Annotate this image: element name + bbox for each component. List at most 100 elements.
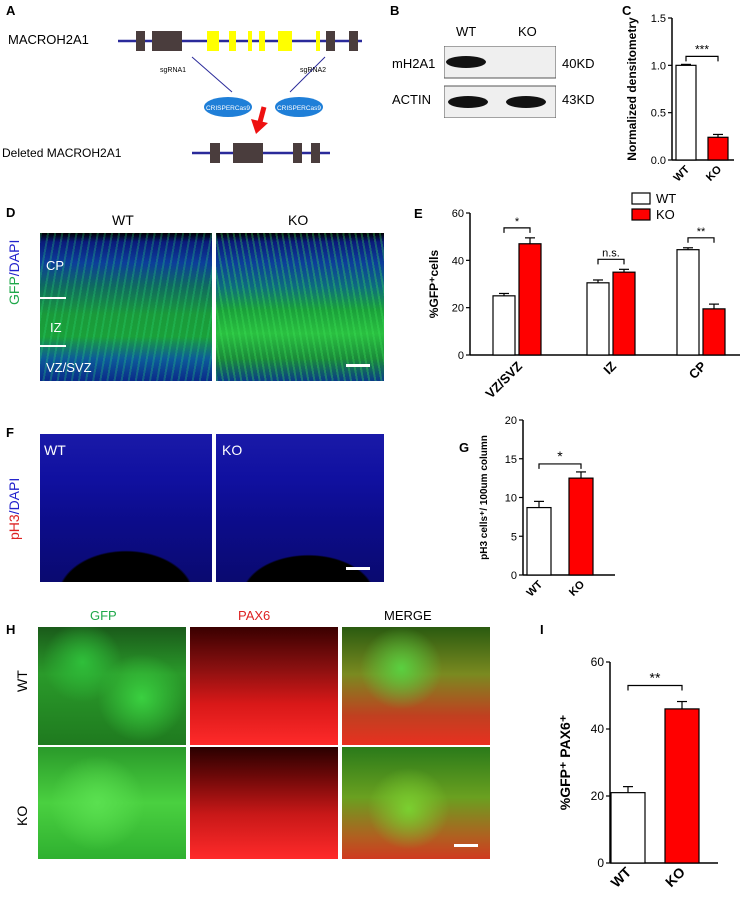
panel-g-letter: G [459, 440, 470, 455]
y-tick-label: 60 [452, 208, 464, 220]
deleted-gene-label: Deleted MACROH2A1 [2, 146, 122, 160]
y-tick-label: 0 [458, 350, 464, 362]
gene-diagram: sgRNA1 sgRNA2 CRISPERCas9 CRISPERCas9 [118, 31, 362, 163]
blot-col-ko: KO [518, 24, 537, 39]
x-tick-label: WT [607, 863, 634, 890]
legend-label-wt: WT [656, 191, 676, 206]
panel-c-letter: C [622, 3, 632, 18]
y-tick-label: 1.5 [651, 13, 666, 25]
x-tick-label: KO [704, 163, 724, 183]
x-tick-label: KO [567, 578, 587, 598]
bar-ko [707, 136, 729, 161]
h-row-wt: WT [14, 670, 30, 692]
gene-label: MACROH2A1 [8, 32, 89, 47]
micrograph-h-ko-gfp [38, 747, 186, 859]
significance-marker: * [557, 448, 563, 464]
micrograph-f-ko [216, 434, 384, 582]
significance-marker: * [515, 216, 520, 228]
x-tick-label: WT [672, 163, 693, 184]
y-axis-label: pH3 cells⁺/ 100um column [479, 435, 490, 560]
micrograph-d-wt [40, 233, 212, 381]
y-tick-label: 40 [591, 722, 605, 736]
panel-h-letter: H [6, 622, 16, 637]
y-tick-label: 0 [597, 856, 604, 870]
panel-i-letter: I [540, 622, 544, 637]
y-tick-label: 0 [511, 570, 517, 582]
micrograph-h-ko-pax6 [190, 747, 338, 859]
y-tick-label: 20 [505, 415, 517, 427]
y-axis-label: %GFP⁺cells [427, 250, 441, 319]
bar-wt [675, 64, 697, 161]
significance-marker: n.s. [602, 247, 620, 259]
y-axis-label: %GFP⁺ PAX6⁺ [557, 715, 573, 810]
blot-row2-size: 43KD [562, 92, 595, 107]
x-tick-label: WT [525, 578, 546, 599]
bar-ko-0 [518, 243, 542, 356]
micrograph-h-wt-pax6 [190, 627, 338, 745]
f-stain-label: pH3/DAPI [6, 477, 22, 540]
cas9-label-1: CRISPERCas9 [206, 105, 250, 112]
significance-bracket [538, 463, 582, 469]
bar-wt [526, 506, 552, 576]
micrograph-h-ko-merge [342, 747, 490, 859]
chart-c: 0.0 0.5 1.0 1.5 Normalized densitometry WT KO *… [625, 13, 734, 184]
scale-bar-h [454, 844, 478, 847]
panel-e-letter: E [414, 206, 423, 221]
blot-band-actin-wt [448, 96, 488, 108]
panel-b-letter: B [390, 3, 400, 18]
wildtype-gene [118, 31, 362, 51]
y-tick-label: 1.0 [651, 60, 666, 72]
significance-marker: ** [650, 670, 661, 686]
western-blot [444, 46, 556, 118]
f-ko-label: KO [222, 442, 243, 458]
y-tick-label: 20 [452, 303, 464, 315]
blot-band-actin-ko [506, 96, 546, 108]
d-iz-label: IZ [50, 320, 62, 335]
y-tick-label: 5 [511, 531, 517, 543]
bar-ko-2 [702, 308, 726, 356]
blot-row1-size: 40KD [562, 56, 595, 71]
significance-bracket [597, 258, 625, 265]
y-axis-label: Normalized densitometry [625, 17, 639, 161]
blot-row1-label: mH2A1 [392, 56, 436, 71]
d-layer-tick-2 [40, 345, 66, 347]
significance-marker: ** [697, 226, 706, 238]
x-tick-label: IZ [600, 358, 619, 377]
y-tick-label: 0.0 [651, 155, 666, 167]
h-col-pax6: PAX6 [238, 608, 271, 623]
h-row-ko: KO [14, 805, 30, 826]
bar-wt-0 [492, 295, 516, 356]
d-wt-label: WT [112, 212, 134, 228]
legend-swatch-wt [631, 192, 651, 205]
legend-swatch-ko [631, 208, 651, 221]
bar-ko [568, 477, 594, 576]
panel-d-letter: D [6, 205, 16, 220]
micrograph-d-ko [216, 233, 384, 381]
legend-label-ko: KO [656, 207, 675, 222]
y-tick-label: 60 [591, 655, 605, 669]
bar-wt-1 [586, 282, 610, 356]
x-tick-label: VZ/SVZ [482, 358, 525, 401]
panel-f-letter: F [6, 425, 14, 440]
blot-band-mh2a1-wt [446, 56, 486, 68]
micrograph-f-wt [40, 434, 212, 582]
y-tick-label: 15 [505, 454, 517, 466]
blot-col-wt: WT [456, 24, 477, 39]
h-col-gfp: GFP [90, 608, 117, 623]
h-col-merge: MERGE [384, 608, 432, 623]
d-vz-label: VZ/SVZ [46, 360, 92, 375]
x-tick-label: KO [662, 864, 688, 890]
significance-marker: *** [695, 42, 709, 56]
bar-ko [664, 708, 700, 864]
bar-wt-2 [676, 249, 700, 356]
d-cp-label: CP [46, 258, 65, 273]
y-tick-label: 0.5 [651, 108, 666, 120]
y-tick-label: 10 [505, 493, 517, 505]
y-tick-label: 20 [591, 789, 605, 803]
bar-wt [610, 792, 646, 864]
x-tick-label: CP [686, 358, 710, 382]
d-stain-label: GFP/DAPI [6, 239, 22, 305]
scale-bar-f [346, 567, 370, 570]
bar-ko-1 [612, 271, 636, 356]
